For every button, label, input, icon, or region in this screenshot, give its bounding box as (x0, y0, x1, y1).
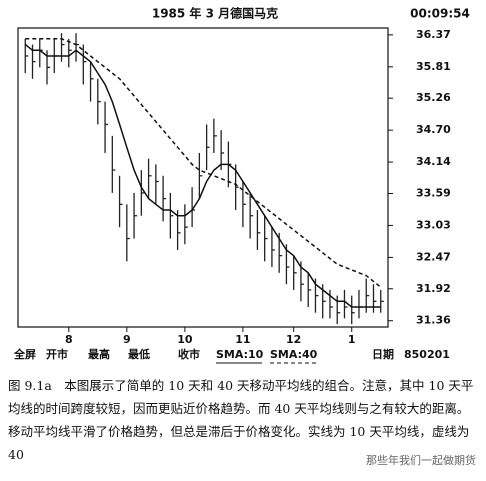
y-tick-label: 33.03 (416, 218, 451, 231)
y-tick-label: 31.36 (416, 314, 451, 327)
legend-entry: SMA:10 (216, 348, 264, 361)
legend-entry: SMA:40 (270, 348, 318, 361)
y-tick-label: 33.59 (416, 186, 451, 199)
toolbar-item: 最低 (128, 347, 150, 361)
clock: 00:09:54 (410, 7, 470, 21)
date-value: 850201 (404, 348, 450, 361)
y-tick-label: 32.47 (416, 250, 451, 263)
y-tick-label: 35.26 (416, 91, 451, 104)
x-tick-label: 11 (235, 333, 250, 346)
plot-frame (17, 27, 389, 328)
toolbar-item: 收市 (178, 347, 200, 361)
sma-line (25, 38, 382, 288)
date-label: 日期 (372, 347, 394, 361)
y-tick-label: 34.70 (416, 123, 451, 136)
sma-line (24, 43, 381, 308)
x-tick-label: 10 (177, 333, 193, 346)
x-tick-label: 12 (286, 333, 301, 346)
x-tick-label: 9 (123, 333, 131, 346)
y-tick-label: 31.92 (416, 282, 451, 295)
x-tick-label: 8 (65, 333, 73, 346)
y-tick-label: 35.81 (416, 60, 451, 73)
toolbar-item: 最高 (88, 347, 110, 361)
y-tick-label: 36.37 (416, 28, 451, 41)
x-tick-label: 1 (348, 333, 356, 346)
watermark: 那些年我们一起做期货 (366, 454, 476, 467)
toolbar-item: 开市 (46, 347, 68, 361)
y-tick-label: 34.14 (416, 155, 451, 168)
caption: 图 9.1a 本图展示了简单的 10 天和 40 天移动平均线的组合。注意，其中… (8, 378, 474, 462)
chart-title: 1985 年 3 月德国马克 (152, 6, 278, 21)
chart: 1985 年 3 月德国马克 00:09:54 36.37 35.81 35.26 3… (13, 6, 470, 364)
toolbar-item: 全屏 (13, 347, 36, 361)
